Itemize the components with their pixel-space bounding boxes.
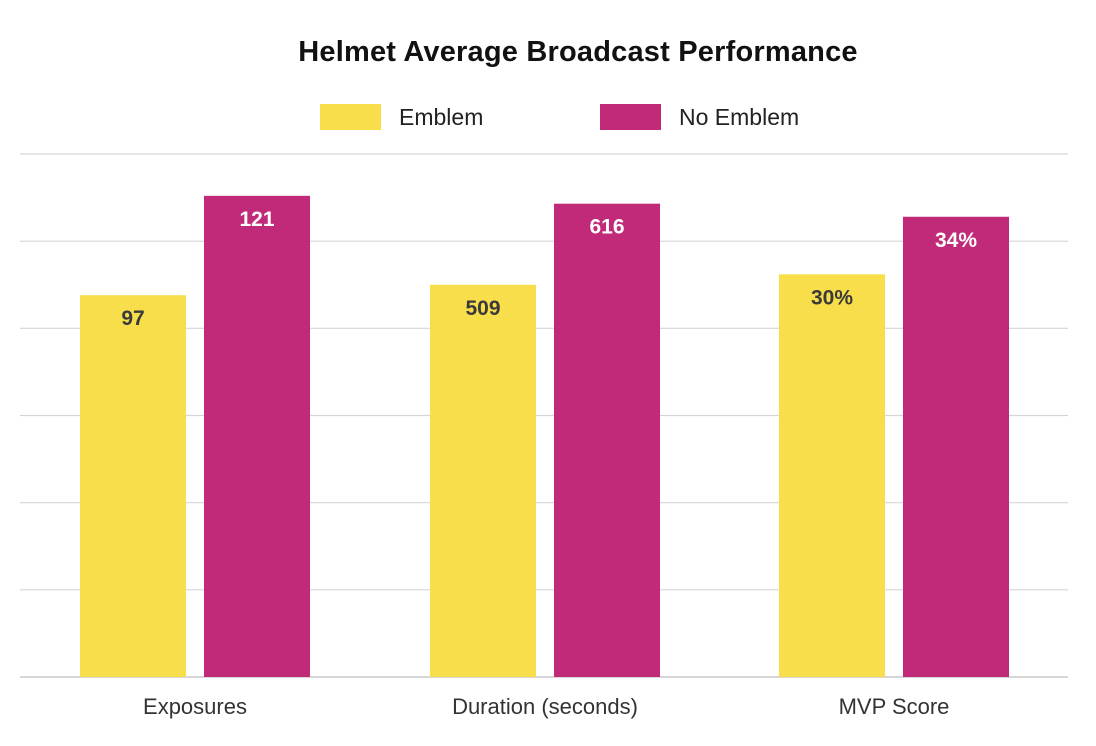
chart-title: Helmet Average Broadcast Performance [298,36,858,68]
data-label: 34% [935,229,977,252]
data-label: 30% [811,286,853,309]
data-label: 509 [465,297,500,320]
legend-swatch-no-emblem [600,104,661,130]
legend-item-emblem: Emblem [320,102,483,132]
bar-emblem-duration-seconds [430,284,536,677]
bar-no-emblem-exposures [204,195,310,677]
bar-no-emblem-duration-seconds [554,203,660,677]
data-label: 97 [121,307,144,330]
bar-no-emblem-mvp-score [903,216,1009,677]
legend-label-emblem: Emblem [399,103,484,130]
legend: Emblem No Emblem [0,102,1096,132]
x-tick-label: Duration (seconds) [452,694,638,719]
x-tick-label: Exposures [143,694,247,719]
data-label: 616 [589,216,624,239]
legend-item-no-emblem: No Emblem [600,102,799,132]
legend-label-no-emblem: No Emblem [679,103,800,130]
x-tick-label: MVP Score [839,694,950,719]
bar-emblem-mvp-score [779,274,885,677]
legend-swatch-emblem [320,104,381,130]
bar-emblem-exposures [80,295,186,677]
data-label: 121 [239,208,274,231]
